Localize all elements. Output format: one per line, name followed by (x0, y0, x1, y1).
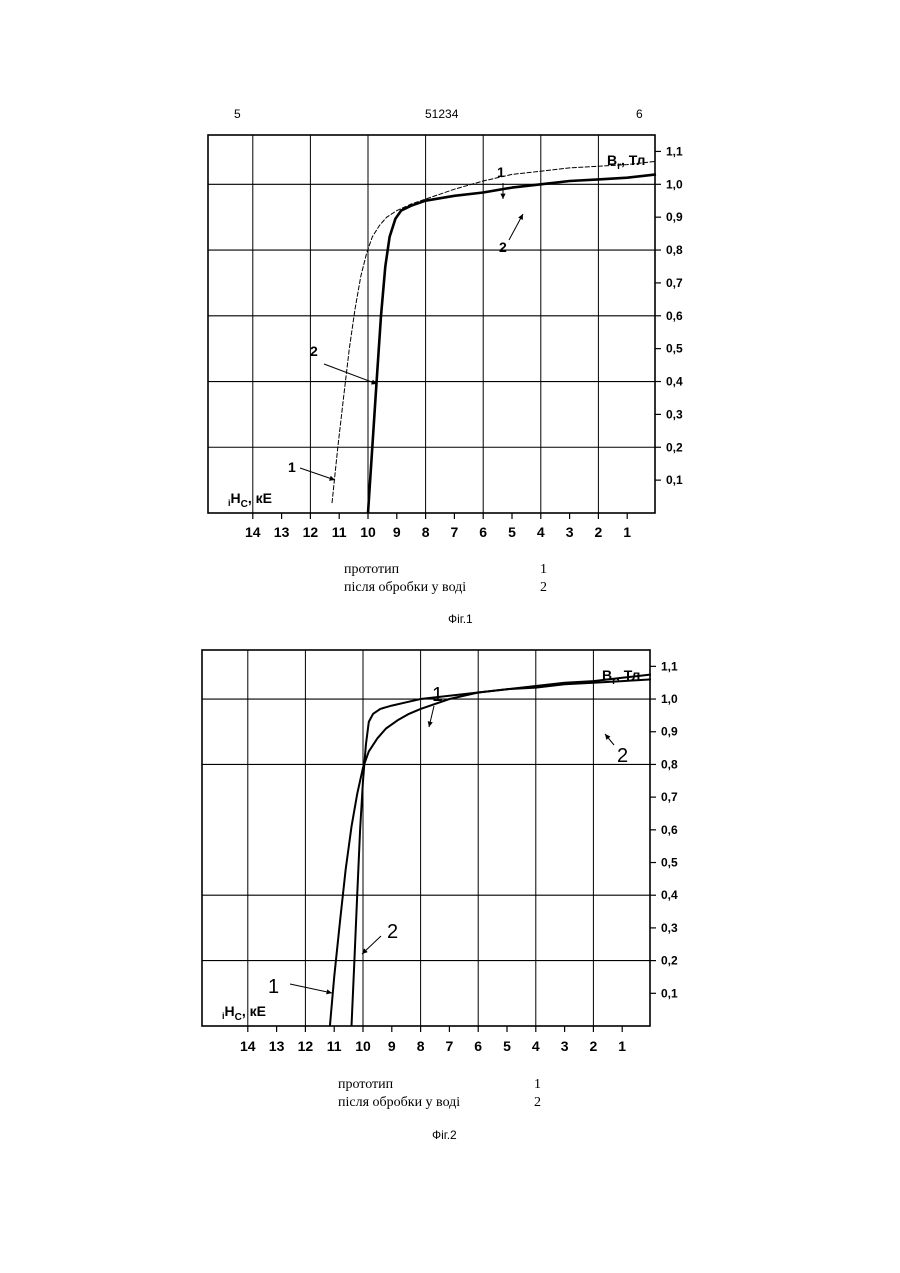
y-tick-label: 1,1 (666, 144, 683, 158)
legend-2: прототип 1 після обробки у воді 2 (338, 1077, 558, 1113)
x-tick-label: 11 (327, 1038, 342, 1054)
figure-1-chart: 1,11,00,90,80,70,60,50,40,30,20,11413121… (0, 0, 900, 640)
x-tick-label: 12 (303, 524, 319, 540)
y-tick-label: 1,1 (661, 659, 678, 673)
x-tick-label: 4 (532, 1038, 540, 1054)
x-tick-label: 2 (590, 1038, 598, 1054)
legend-label: прототип (338, 1077, 393, 1092)
curve-annotation-label: 2 (310, 343, 318, 359)
annotation-arrowhead (428, 721, 433, 727)
legend-item-water-treated: після обробки у воді 2 (338, 1095, 558, 1113)
legend-number: 1 (534, 1077, 541, 1093)
x-tick-label: 11 (332, 524, 347, 540)
x-tick-label: 6 (479, 524, 487, 540)
x-tick-label: 4 (537, 524, 545, 540)
y-tick-label: 0,2 (661, 954, 678, 968)
chart-2-plot: 1,11,00,90,80,70,60,50,40,30,20,11413121… (202, 650, 678, 1054)
legend-1: прототип 1 після обробки у воді 2 (344, 562, 564, 598)
annotation-leader (605, 734, 614, 745)
curve-annotation-label: 2 (387, 921, 398, 943)
x-tick-label: 13 (274, 524, 290, 540)
x-tick-label: 1 (618, 1038, 626, 1054)
y-tick-label: 0,9 (661, 725, 678, 739)
figure-2-caption: Фіг.2 (432, 1128, 457, 1142)
legend-number: 2 (540, 580, 547, 596)
y-axis-label: Br, Тл (607, 152, 645, 172)
x-tick-label: 2 (595, 524, 603, 540)
plot-frame (202, 650, 650, 1026)
y-tick-label: 0,8 (661, 757, 678, 771)
y-tick-label: 0,7 (661, 790, 678, 804)
x-axis-label: iHC, кЕ (222, 1003, 266, 1023)
y-tick-label: 0,4 (666, 375, 683, 389)
y-tick-label: 1,0 (666, 177, 683, 191)
legend-label: після обробки у воді (338, 1095, 460, 1110)
y-tick-label: 0,3 (661, 921, 678, 935)
curve-annotation-label: 2 (499, 239, 507, 255)
x-tick-label: 5 (503, 1038, 511, 1054)
x-axis-label: iHC, кЕ (228, 490, 272, 510)
annotation-arrowhead (605, 734, 610, 740)
legend-number: 2 (534, 1095, 541, 1111)
annotation-leader (300, 468, 335, 480)
series-1-line (330, 675, 651, 1027)
annotation-leader (429, 706, 434, 727)
curve-annotation-label: 1 (432, 684, 443, 706)
y-tick-label: 0,5 (666, 342, 683, 356)
curve-annotation-label: 1 (497, 164, 505, 180)
y-tick-label: 0,7 (666, 276, 683, 290)
series-2-line (368, 174, 656, 513)
x-tick-label: 3 (566, 524, 574, 540)
x-tick-label: 8 (417, 1038, 425, 1054)
x-tick-label: 10 (355, 1038, 371, 1054)
annotation-leader (290, 984, 332, 993)
curve-annotation-label: 1 (288, 459, 296, 475)
plot-frame (208, 135, 655, 513)
y-tick-label: 0,6 (661, 823, 678, 837)
legend-item-water-treated: після обробки у воді 2 (344, 580, 564, 598)
x-tick-label: 9 (388, 1038, 396, 1054)
x-tick-label: 5 (508, 524, 516, 540)
x-tick-label: 10 (360, 524, 376, 540)
x-tick-label: 14 (240, 1038, 256, 1054)
legend-item-prototype: прототип 1 (338, 1077, 558, 1095)
x-tick-label: 8 (422, 524, 430, 540)
y-tick-label: 1,0 (661, 692, 678, 706)
y-tick-label: 0,6 (666, 309, 683, 323)
x-tick-label: 7 (446, 1038, 454, 1054)
figure-1-caption: Фіг.1 (448, 612, 473, 626)
x-tick-label: 7 (451, 524, 459, 540)
x-tick-label: 12 (298, 1038, 314, 1054)
annotation-arrowhead (326, 989, 332, 994)
x-tick-label: 3 (561, 1038, 569, 1054)
annotation-arrowhead (500, 194, 505, 199)
x-tick-label: 9 (393, 524, 401, 540)
y-tick-label: 0,1 (661, 986, 678, 1000)
legend-label: прототип (344, 562, 399, 577)
y-tick-label: 0,1 (666, 473, 683, 487)
curve-annotation-label: 1 (268, 976, 279, 998)
y-tick-label: 0,8 (666, 243, 683, 257)
y-axis-label: Br, Тл (602, 667, 640, 687)
annotation-leader (362, 936, 381, 954)
series-2-line (352, 679, 652, 1026)
y-tick-label: 0,5 (661, 856, 678, 870)
annotation-arrowhead (362, 948, 368, 954)
y-tick-label: 0,2 (666, 440, 683, 454)
x-tick-label: 1 (623, 524, 631, 540)
curve-annotation-label: 2 (617, 745, 628, 767)
y-tick-label: 0,3 (666, 407, 683, 421)
legend-label: після обробки у воді (344, 580, 466, 595)
legend-item-prototype: прототип 1 (344, 562, 564, 580)
y-tick-label: 0,4 (661, 888, 678, 902)
chart-1-plot: 1,11,00,90,80,70,60,50,40,30,20,11413121… (208, 135, 683, 540)
legend-number: 1 (540, 562, 547, 578)
x-tick-label: 14 (245, 524, 261, 540)
x-tick-label: 6 (474, 1038, 482, 1054)
y-tick-label: 0,9 (666, 210, 683, 224)
annotation-arrowhead (329, 476, 335, 481)
x-tick-label: 13 (269, 1038, 285, 1054)
